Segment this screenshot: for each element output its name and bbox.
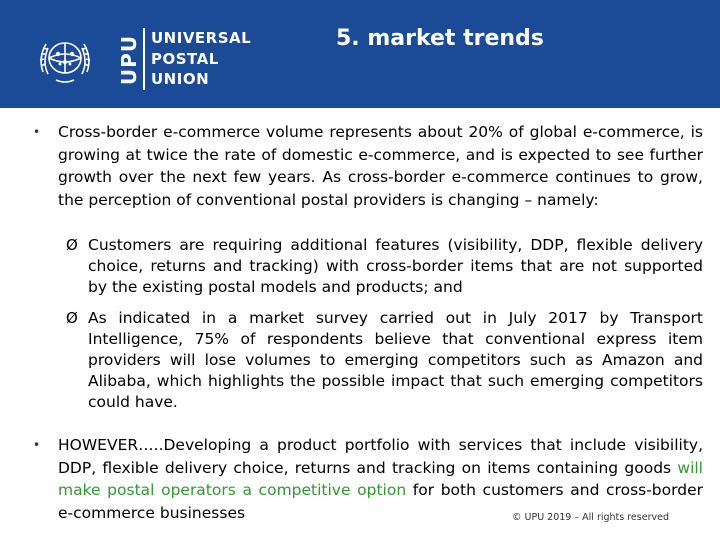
sub-point-survey: As indicated in a market survey carried … [88,309,703,411]
copyright-footer: © UPU 2019 – All rights reserved [512,512,669,523]
upu-emblem-icon [39,42,91,83]
bullet-marker: • [33,125,41,139]
logo-line-1: UNIVERSAL [151,29,252,47]
slide-title: 5. market trends [336,26,544,51]
bullet-marker: • [33,438,41,452]
arrow-bullet-icon: Ø [66,236,78,254]
sub-point-customers: Customers are requiring additional featu… [88,236,703,296]
header-bar: UPU UNIVERSAL POSTAL UNION 5. market tre… [0,0,720,108]
paragraph-cross-border: Cross-border e-commerce volume represent… [58,123,703,209]
upu-logo-abbreviation: UPU [117,34,141,86]
logo-wordmark: UNIVERSAL POSTAL UNION [151,28,251,90]
logo-divider [143,28,145,90]
however-text-start: HOWEVER…..Developing a product portfolio… [58,436,703,477]
however-text-end: for both customers and cross-border e-co… [58,481,703,522]
however-highlight: will make postal operators a competitive… [58,458,703,500]
logo-line-2: POSTAL [151,49,219,68]
paragraph-however: HOWEVER…..Developing a product portfolio… [58,434,703,524]
logo-line-3: UNION [151,70,210,88]
arrow-bullet-icon: Ø [66,309,78,327]
